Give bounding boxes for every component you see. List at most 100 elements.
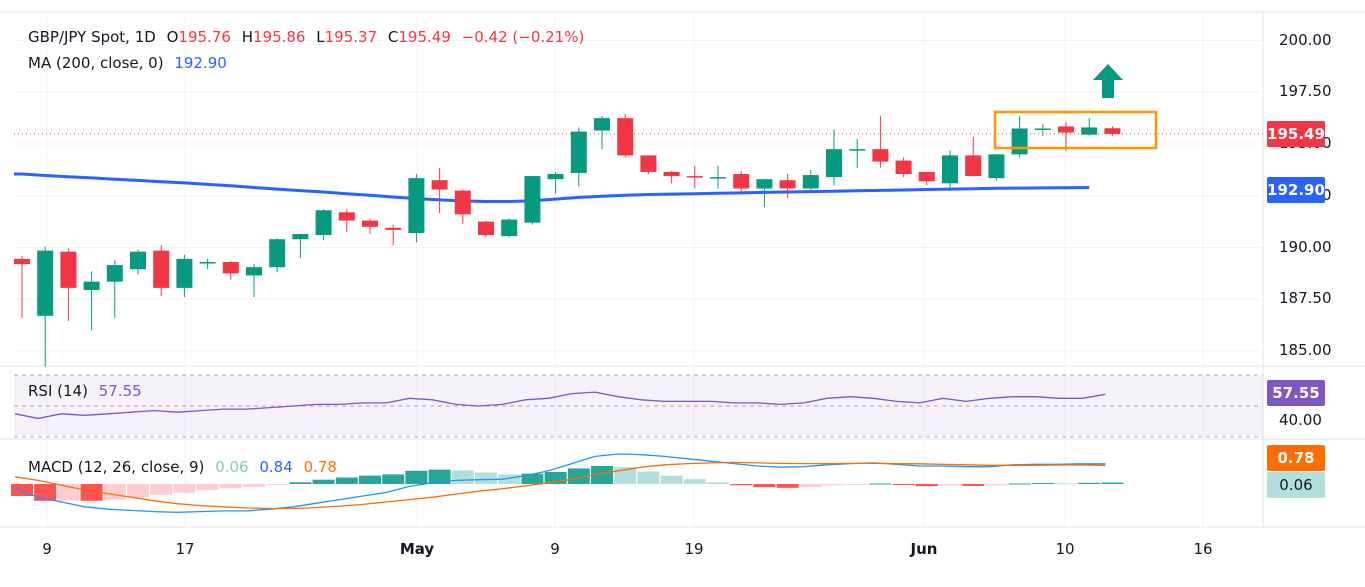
macd-histogram-bar — [475, 472, 497, 484]
macd-histogram-bar — [80, 484, 103, 501]
consolidation-box — [993, 110, 1158, 150]
price-axis-label: 197.50 — [1279, 82, 1332, 101]
candle-body — [617, 118, 634, 156]
price-axis-label: 200.00 — [1279, 30, 1332, 49]
candle-body — [895, 160, 912, 175]
candle-body — [408, 178, 425, 234]
candle-body — [37, 250, 54, 316]
macd-histogram-bar — [382, 474, 405, 484]
candle-body — [315, 210, 332, 236]
grid — [0, 11, 1365, 528]
price-axis-label: 187.50 — [1279, 289, 1332, 308]
macd-histogram-bar — [869, 483, 892, 485]
legend-rsi: RSI (14) 57.55 — [28, 382, 148, 400]
annotations — [993, 64, 1158, 150]
macd-histogram-bar — [103, 484, 126, 500]
candle-body — [710, 177, 726, 179]
macd-histogram-bar — [219, 484, 242, 489]
macd-histogram-bar — [196, 484, 219, 490]
candle-body — [802, 175, 819, 189]
macd-signal-badge: 0.78 — [1267, 445, 1325, 471]
open-value: O195.76 — [167, 28, 231, 46]
candle-body — [106, 265, 123, 282]
macd-histogram-bar — [521, 473, 544, 484]
candle-body — [222, 261, 239, 274]
macd-histogram-bar — [637, 471, 660, 484]
macd-histogram-bar — [335, 477, 358, 484]
candle-body — [83, 281, 100, 290]
macd-histogram-bar — [243, 484, 265, 487]
macd-histogram-bar — [266, 484, 289, 485]
price-axis-label: 190.00 — [1279, 237, 1332, 256]
candle-body — [570, 131, 587, 173]
candle-body — [478, 221, 494, 236]
price-axis-label: 185.00 — [1279, 341, 1332, 359]
candle-body — [547, 174, 564, 180]
macd-panel — [11, 453, 1124, 513]
candle-body — [1081, 127, 1098, 135]
macd-histogram-bar — [985, 484, 1008, 486]
macd-histogram-bar — [567, 468, 590, 484]
macd-histogram-bar — [823, 484, 845, 486]
ma-value: 192.90 — [174, 54, 227, 72]
low-number: 195.37 — [324, 28, 378, 46]
candle-body — [965, 155, 982, 177]
low-value: L195.37 — [316, 28, 377, 46]
high-value: H195.86 — [242, 28, 306, 46]
open-number: 195.76 — [178, 28, 231, 46]
macd-histogram-bar — [939, 484, 961, 486]
macd-histogram-bar — [451, 470, 474, 484]
rsi-axis-label: 40.00 — [1279, 411, 1322, 429]
macd-histogram-bar — [312, 479, 335, 484]
rsi-label: RSI (14) — [28, 382, 88, 400]
legend-ohlc: GBP/JPY Spot, 1D O195.76 H195.86 L195.37… — [28, 28, 590, 46]
macd-histogram-bar — [614, 467, 637, 484]
time-axis-label: 9 — [550, 540, 560, 558]
rsi-path — [14, 391, 1106, 420]
ma-200-line — [14, 172, 1090, 203]
legend-ma: MA (200, close, 0) 192.90 — [28, 54, 233, 72]
candle-body — [454, 190, 471, 215]
macd-histogram-bar — [707, 482, 729, 484]
macd-histogram-bar — [359, 475, 381, 484]
macd-histogram-bar — [173, 484, 196, 493]
price-badge: 195.49 — [1267, 121, 1325, 147]
candle-body — [14, 258, 30, 265]
rsi-line — [14, 391, 1106, 420]
open-label: O — [166, 28, 179, 46]
macd-histogram-bar — [962, 484, 985, 486]
macd-histogram-bar — [660, 475, 683, 484]
candle-body — [60, 251, 77, 288]
macd-histogram-bar — [591, 466, 613, 484]
ma-label: MA (200, close, 0) — [28, 54, 164, 72]
macd-histogram-bar — [753, 484, 776, 488]
macd-histogram-bar — [776, 484, 799, 488]
close-number: 195.49 — [398, 28, 451, 46]
macd-histogram-bar — [846, 484, 869, 485]
high-label: H — [241, 28, 253, 46]
change-value: −0.42 (−0.21%) — [461, 28, 585, 46]
macd-histogram-bar — [127, 484, 149, 498]
candle-body — [988, 154, 1005, 179]
time-axis-label: 17 — [175, 540, 195, 558]
macd-line — [14, 453, 1106, 513]
macd-histogram-bar — [799, 484, 822, 488]
time-axis-label: 16 — [1193, 540, 1213, 558]
candle-body — [594, 118, 610, 131]
time-axis-label: Jun — [910, 540, 938, 558]
macd-histogram-bar — [683, 479, 706, 484]
candle-body — [269, 239, 286, 268]
time-axis-label: 9 — [42, 540, 52, 558]
candle-body — [686, 176, 703, 178]
candle-body — [362, 220, 378, 227]
time-axis-label: 19 — [684, 540, 704, 558]
macd-histogram-bar — [34, 484, 57, 501]
candle-body — [872, 149, 889, 162]
candle-body — [130, 251, 146, 270]
macd-label: MACD (12, 26, close, 9) — [28, 458, 205, 476]
close-label: C — [387, 28, 399, 46]
macd-line-value: 0.84 — [259, 458, 293, 476]
candle-body — [942, 155, 958, 184]
up-arrow-icon — [1093, 64, 1123, 98]
